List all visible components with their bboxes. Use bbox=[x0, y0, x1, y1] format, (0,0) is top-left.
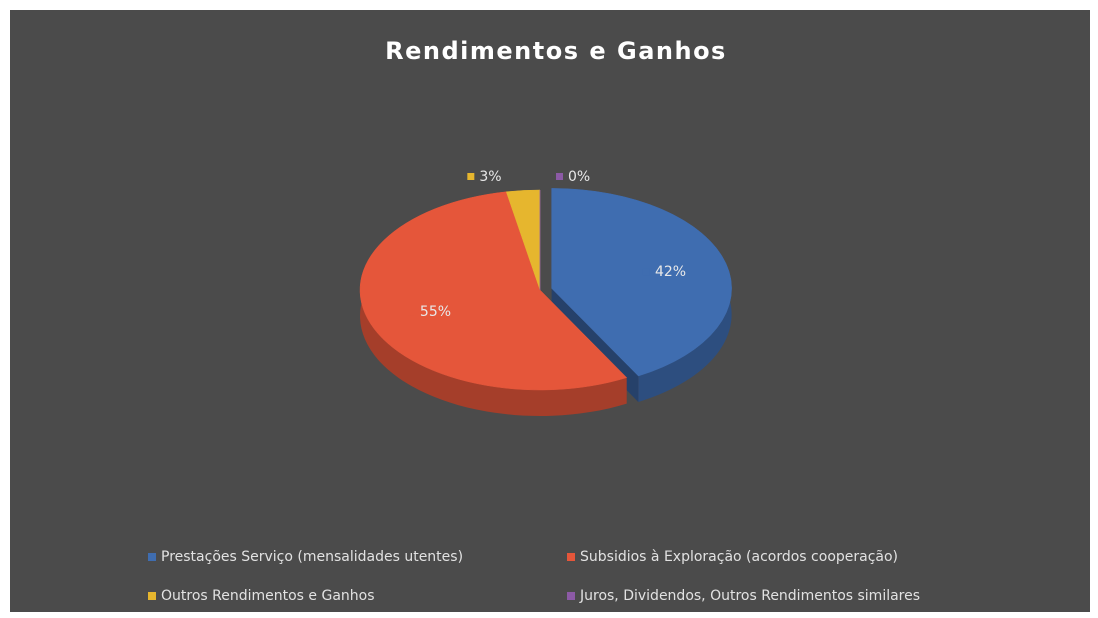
slice bbox=[551, 188, 732, 377]
label-marker bbox=[467, 173, 475, 180]
legend-label: Prestações Serviço (mensalidades utentes… bbox=[161, 549, 463, 565]
legend-label: Outros Rendimentos e Ganhos bbox=[161, 588, 375, 604]
legend-marker bbox=[148, 592, 156, 600]
slice-side bbox=[360, 191, 627, 417]
legend-marker bbox=[567, 553, 575, 561]
legend-label: Juros, Dividendos, Outros Rendimentos si… bbox=[579, 588, 920, 604]
label-marker bbox=[556, 173, 563, 180]
data-label: 55% bbox=[420, 304, 451, 320]
legend-label: Subsidios à Exploração (acordos cooperaç… bbox=[580, 549, 898, 565]
data-label: 0% bbox=[568, 169, 590, 185]
chart-title: Rendimentos e Ganhos bbox=[385, 37, 727, 65]
data-label: 42% bbox=[655, 264, 686, 280]
label-marker bbox=[642, 268, 650, 276]
data-label: 3% bbox=[479, 169, 501, 185]
label-marker bbox=[407, 308, 415, 316]
slice bbox=[359, 191, 628, 391]
legend-marker bbox=[148, 553, 156, 561]
legend-marker bbox=[567, 592, 575, 600]
